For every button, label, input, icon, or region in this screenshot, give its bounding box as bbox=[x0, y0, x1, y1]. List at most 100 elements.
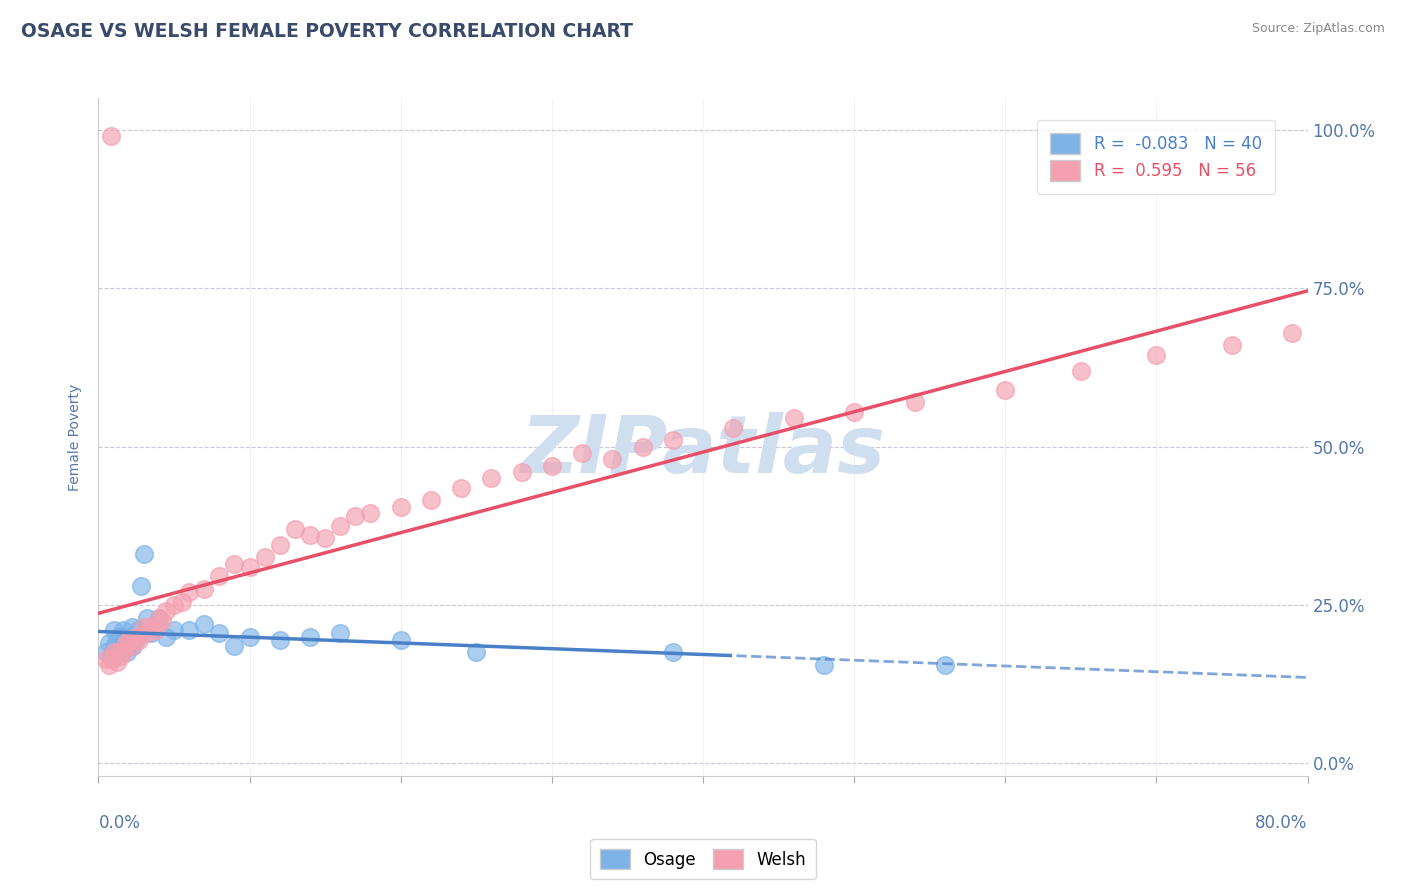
Point bbox=[132, 620, 155, 634]
Point bbox=[148, 610, 170, 624]
Legend: Osage, Welsh: Osage, Welsh bbox=[591, 838, 815, 880]
Point bbox=[208, 626, 231, 640]
Point bbox=[132, 547, 155, 561]
Point bbox=[111, 645, 134, 659]
Point bbox=[540, 458, 562, 473]
Text: OSAGE VS WELSH FEMALE POVERTY CORRELATION CHART: OSAGE VS WELSH FEMALE POVERTY CORRELATIO… bbox=[21, 22, 633, 41]
Point bbox=[813, 658, 835, 673]
Point bbox=[120, 630, 142, 644]
Point bbox=[107, 630, 129, 644]
Point bbox=[114, 639, 136, 653]
Point bbox=[155, 604, 177, 618]
Point bbox=[193, 582, 215, 596]
Point bbox=[127, 624, 149, 638]
Point bbox=[179, 624, 201, 638]
Point bbox=[110, 639, 132, 653]
Point bbox=[224, 639, 246, 653]
Point bbox=[110, 648, 132, 663]
Point bbox=[129, 579, 152, 593]
Point bbox=[1281, 326, 1303, 340]
Point bbox=[148, 610, 170, 624]
Point bbox=[125, 630, 148, 644]
Text: ZIPatlas: ZIPatlas bbox=[520, 411, 886, 490]
Point bbox=[224, 557, 246, 571]
Point bbox=[103, 624, 125, 638]
Point bbox=[98, 636, 121, 650]
Point bbox=[631, 440, 654, 454]
Point bbox=[94, 645, 117, 659]
Point bbox=[571, 446, 593, 460]
Point bbox=[98, 658, 121, 673]
Point bbox=[155, 630, 177, 644]
Point bbox=[253, 550, 276, 565]
Point bbox=[662, 434, 685, 448]
Point bbox=[105, 632, 128, 647]
Point bbox=[389, 500, 412, 514]
Text: 0.0%: 0.0% bbox=[98, 814, 141, 831]
Point bbox=[124, 632, 146, 647]
Point bbox=[135, 610, 157, 624]
Point bbox=[110, 630, 132, 644]
Point bbox=[103, 645, 125, 659]
Point bbox=[118, 636, 141, 650]
Text: 80.0%: 80.0% bbox=[1256, 814, 1308, 831]
Point bbox=[121, 620, 143, 634]
Point bbox=[1144, 348, 1167, 362]
Point bbox=[450, 481, 472, 495]
Text: Source: ZipAtlas.com: Source: ZipAtlas.com bbox=[1251, 22, 1385, 36]
Point bbox=[125, 632, 148, 647]
Point bbox=[360, 506, 382, 520]
Point bbox=[94, 652, 117, 666]
Legend: R =  -0.083   N = 40, R =  0.595   N = 56: R = -0.083 N = 40, R = 0.595 N = 56 bbox=[1038, 120, 1275, 194]
Point bbox=[299, 528, 322, 542]
Point bbox=[934, 658, 956, 673]
Point bbox=[121, 639, 143, 653]
Point bbox=[179, 585, 201, 599]
Point bbox=[170, 595, 193, 609]
Point bbox=[1220, 338, 1243, 352]
Point bbox=[115, 645, 138, 659]
Point bbox=[118, 632, 141, 647]
Point bbox=[284, 522, 307, 536]
Point bbox=[150, 614, 173, 628]
Point bbox=[145, 624, 167, 638]
Point bbox=[141, 620, 163, 634]
Point bbox=[107, 645, 129, 659]
Point bbox=[122, 639, 145, 653]
Point bbox=[105, 655, 128, 669]
Point bbox=[329, 518, 352, 533]
Point bbox=[163, 598, 186, 612]
Point bbox=[100, 648, 122, 663]
Point bbox=[723, 420, 745, 434]
Point bbox=[481, 471, 503, 485]
Point bbox=[141, 626, 163, 640]
Point bbox=[100, 129, 122, 144]
Point bbox=[193, 617, 215, 632]
Point bbox=[299, 630, 322, 644]
Point bbox=[420, 493, 443, 508]
Point bbox=[269, 632, 291, 647]
Point bbox=[111, 624, 134, 638]
Point bbox=[465, 645, 488, 659]
Point bbox=[510, 465, 533, 479]
Point bbox=[844, 405, 866, 419]
Point bbox=[1070, 363, 1092, 377]
Point bbox=[314, 532, 336, 546]
Point bbox=[163, 624, 186, 638]
Point bbox=[239, 630, 262, 644]
Point bbox=[112, 632, 135, 647]
Point bbox=[904, 395, 927, 409]
Point bbox=[114, 636, 136, 650]
Point bbox=[239, 560, 262, 574]
Y-axis label: Female Poverty: Female Poverty bbox=[69, 384, 83, 491]
Point bbox=[662, 645, 685, 659]
Point bbox=[208, 569, 231, 583]
Point bbox=[994, 383, 1017, 397]
Point bbox=[101, 652, 124, 666]
Point bbox=[128, 632, 150, 647]
Point bbox=[344, 509, 367, 524]
Point bbox=[103, 639, 125, 653]
Point bbox=[783, 411, 806, 425]
Point bbox=[329, 626, 352, 640]
Point bbox=[602, 452, 624, 467]
